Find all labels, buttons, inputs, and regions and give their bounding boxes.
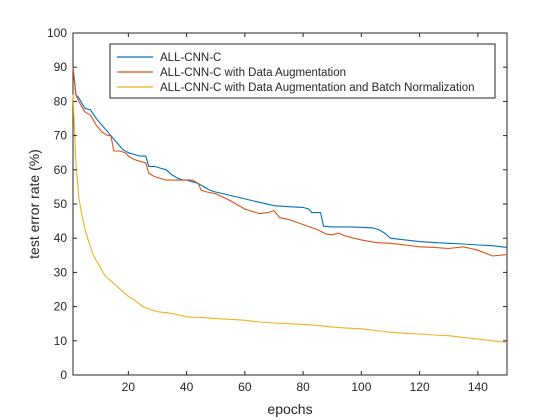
- y-tick-label: 40: [54, 231, 68, 245]
- series-layer: [72, 67, 508, 344]
- y-tick-label: 10: [54, 334, 68, 348]
- y-tick-label: 80: [54, 94, 68, 108]
- legend-label-3: ALL-CNN-C with Data Augmentation and Bat…: [160, 82, 474, 94]
- x-tick-label: 80: [296, 380, 310, 394]
- y-tick-label: 90: [54, 60, 68, 74]
- legend-box: [109, 43, 496, 99]
- y-tick-label: 30: [54, 265, 68, 279]
- y-tick-label: 50: [54, 197, 68, 211]
- legend: ALL-CNN-C ALL-CNN-C with Data Augmentatio…: [109, 43, 496, 99]
- y-tick-label: 100: [47, 26, 67, 40]
- y-axis-label: test error rate (%): [26, 149, 42, 259]
- x-tick-label: 120: [410, 380, 430, 394]
- x-axis-label: epochs: [267, 401, 312, 417]
- y-tick-label: 70: [54, 129, 68, 143]
- series-line-1: [72, 67, 508, 248]
- x-tick-label: 140: [468, 380, 488, 394]
- legend-label-1: ALL-CNN-C: [160, 52, 221, 64]
- y-tick-label: 0: [60, 368, 67, 382]
- x-tick-label: 40: [180, 380, 194, 394]
- y-tick-label: 20: [54, 300, 68, 314]
- series-line-3: [72, 94, 508, 344]
- y-tick-label: 60: [54, 163, 68, 177]
- x-tick-label: 100: [351, 380, 371, 394]
- legend-label-2: ALL-CNN-C with Data Augmentation: [160, 67, 346, 79]
- series-line-2: [72, 67, 508, 257]
- x-tick-label: 60: [238, 380, 252, 394]
- axis-ticks: 20 40 60 80 100 120 140 0 10 20 30 40 50 60 70 80 90 100: [47, 26, 507, 394]
- x-tick-label: 20: [122, 380, 136, 394]
